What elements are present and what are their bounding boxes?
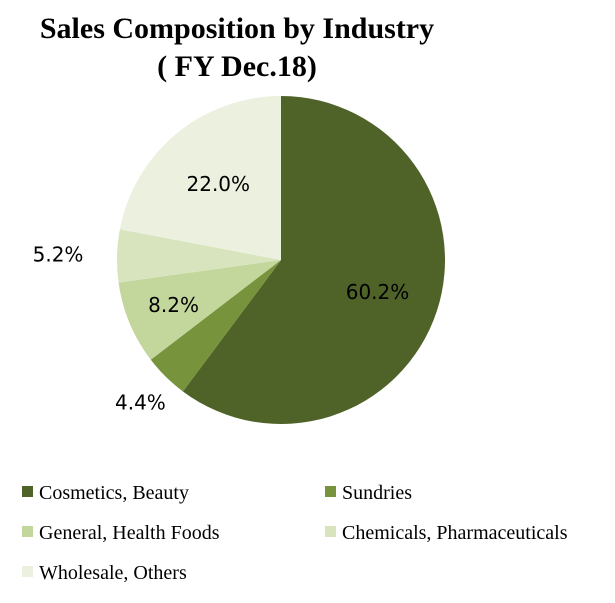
legend-label-chemicals-pharmaceuticals: Chemicals, Pharmaceuticals: [342, 522, 568, 544]
legend-label-general-health-foods: General, Health Foods: [39, 522, 220, 544]
data-label-cosmetics-beauty: 60.2%: [346, 280, 410, 304]
data-label-chemicals-pharmaceuticals: 5.2%: [33, 242, 84, 266]
data-label-sundries: 4.4%: [115, 390, 166, 414]
pie-slice-sundries: [150, 260, 281, 392]
legend-label-wholesale-others: Wholesale, Others: [39, 562, 187, 584]
data-label-wholesale-others: 22.0%: [187, 172, 251, 196]
pie-slice-cosmetics-beauty: [182, 96, 446, 424]
legend-swatch-general-health-foods: [22, 526, 33, 537]
data-labels: 60.2% 4.4% 8.2% 5.2% 22.0%: [33, 172, 410, 414]
legend-swatch-chemicals-pharmaceuticals: [325, 526, 336, 537]
pie-slice-chemicals-pharmaceuticals: [117, 229, 281, 283]
data-label-general-health-foods: 8.2%: [148, 293, 199, 317]
legend-label-sundries: Sundries: [342, 482, 412, 504]
legend-label-cosmetics-beauty: Cosmetics, Beauty: [39, 482, 189, 504]
pie-slice-wholesale-others: [119, 96, 281, 260]
chart-title-line-1: Sales Composition by Industry: [40, 12, 434, 45]
legend-swatch-cosmetics-beauty: [22, 486, 33, 497]
legend-swatch-sundries: [325, 486, 336, 497]
legend-swatch-wholesale-others: [22, 566, 33, 577]
pie-slice-general-health-foods: [118, 260, 281, 360]
chart-title-line-2: ( FY Dec.18): [157, 50, 317, 83]
legend: Cosmetics, Beauty Sundries General, Health…: [22, 482, 568, 584]
pie-slices: [117, 96, 446, 424]
